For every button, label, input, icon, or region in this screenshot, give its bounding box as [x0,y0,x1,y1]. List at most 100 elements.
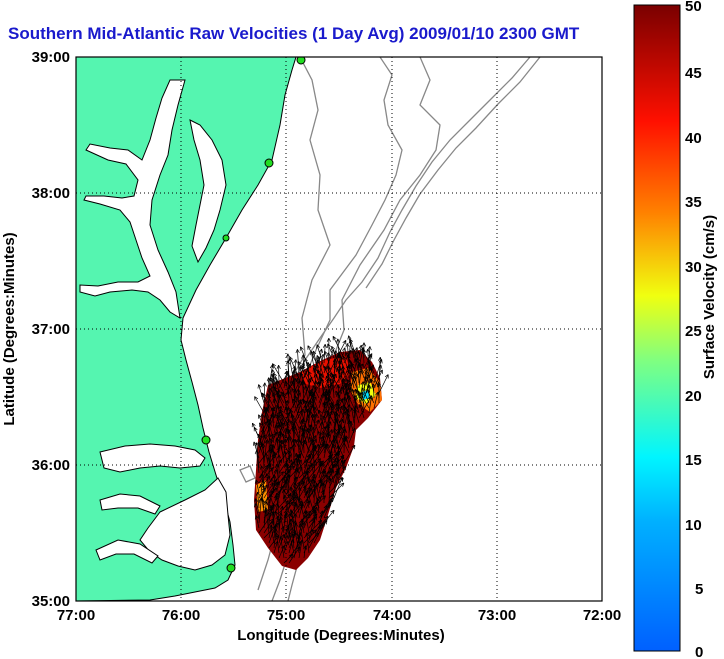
velocity-arrow [297,361,310,384]
velocity-arrow-head [353,409,356,414]
velocity-arrow-head [299,420,302,425]
velocity-arrow-head [297,388,301,393]
velocity-arrow [265,507,270,534]
velocity-arrow-head [292,398,294,403]
velocity-arrow-head [313,438,317,442]
velocity-arrow-head [287,535,289,540]
velocity-arrow-head [254,450,257,455]
velocity-arrow-head [339,367,342,372]
velocity-arrow-head [310,399,313,404]
velocity-arrow-head [301,439,305,444]
velocity-arrow-head [322,436,324,441]
velocity-arrow-head [301,518,305,523]
velocity-arrow-head [327,372,331,377]
velocity-arrow [341,386,350,409]
velocity-arrow [288,531,295,554]
velocity-arrow-head [318,462,322,466]
velocity-arrow-head [355,357,359,362]
velocity-arrow [357,357,360,384]
velocity-arrow-head [359,363,364,367]
velocity-arrow-head [329,454,333,459]
velocity-arrow-head [297,361,302,364]
velocity-arrow-head [316,458,321,461]
velocity-arrow-head [276,532,279,537]
velocity-arrow [317,431,330,454]
velocity-arrow-head [332,358,336,363]
velocity-arrow-head [295,359,298,364]
velocity-arrow-head [273,431,278,435]
velocity-arrow-head [271,503,274,508]
velocity-arrow-head [287,373,291,377]
velocity-arrow-head [375,391,379,396]
velocity-arrow-head [293,513,297,518]
velocity-arrow [338,406,343,419]
velocity-arrow-head [351,427,356,431]
pamlico-river [99,493,161,515]
velocity-arrow-head [339,476,343,481]
velocity-arrow-head [345,382,350,386]
velocity-arrow-head [336,452,339,457]
velocity-arrow [368,385,370,399]
velocity-arrow-head [325,474,328,479]
velocity-arrow-head [287,450,291,455]
velocity-arrow [316,483,320,499]
velocity-arrow-head [312,385,317,389]
velocity-arrow [283,463,288,484]
velocity-arrow-head [311,473,316,478]
velocity-arrow-head [322,354,325,359]
velocity-arrow-head [278,454,282,459]
velocity-arrow-head [340,454,345,458]
velocity-arrow-head [262,487,266,491]
velocity-arrow-head [346,413,348,418]
velocity-arrow-head [362,387,366,391]
velocity-arrow [341,460,345,474]
velocity-arrow-head [271,407,275,412]
velocity-vectors [251,335,389,564]
velocity-arrow-head [337,364,340,369]
velocity-arrow-head [329,381,333,386]
velocity-arrow-head [308,487,312,492]
velocity-arrow-head [254,515,257,520]
velocity-arrow-head [298,401,301,406]
velocity-arrow-head [313,509,316,514]
velocity-arrow-head [268,448,272,453]
velocity-arrow [318,409,325,429]
velocity-arrow-head [305,476,309,480]
velocity-arrow-head [317,498,320,503]
velocity-arrow-head [286,428,289,433]
velocity-arrow-head [259,465,262,470]
velocity-arrow-head [287,353,291,358]
velocity-arrow-head [345,391,350,395]
velocity-arrow-head [336,427,340,431]
velocity-arrow [378,357,381,384]
velocity-arrow-head [274,492,278,497]
velocity-arrow [283,554,294,564]
velocity-arrow [363,367,367,394]
velocity-arrow-head [322,402,327,406]
velocity-arrow-head [301,480,303,485]
velocity-arrow-head [339,418,343,423]
velocity-arrow-head [312,459,316,464]
velocity-arrow-head [343,404,346,409]
velocity-arrow [373,391,379,409]
velocity-arrow-head [306,500,310,504]
velocity-arrow-head [289,420,292,425]
velocity-arrow-head [280,526,284,530]
velocity-arrow-head [316,344,321,348]
velocity-arrow-head [311,447,314,452]
velocity-arrow-head [253,427,258,431]
velocity-arrow [308,479,322,499]
velocity-arrow-head [366,367,369,372]
velocity-arrow-head [345,406,349,411]
velocity-arrow-head [280,516,284,520]
velocity-arrow-head [319,460,324,463]
pamlico-sound [139,477,231,571]
velocity-arrow-head [276,518,280,523]
velocity-arrow [338,425,346,444]
velocity-arrow [291,413,300,439]
velocity-arrow-head [285,360,289,365]
velocity-arrow-head [294,452,297,458]
velocity-arrow-head [301,362,305,366]
velocity-arrow-head [273,487,278,491]
velocity-arrow-head [347,413,351,417]
